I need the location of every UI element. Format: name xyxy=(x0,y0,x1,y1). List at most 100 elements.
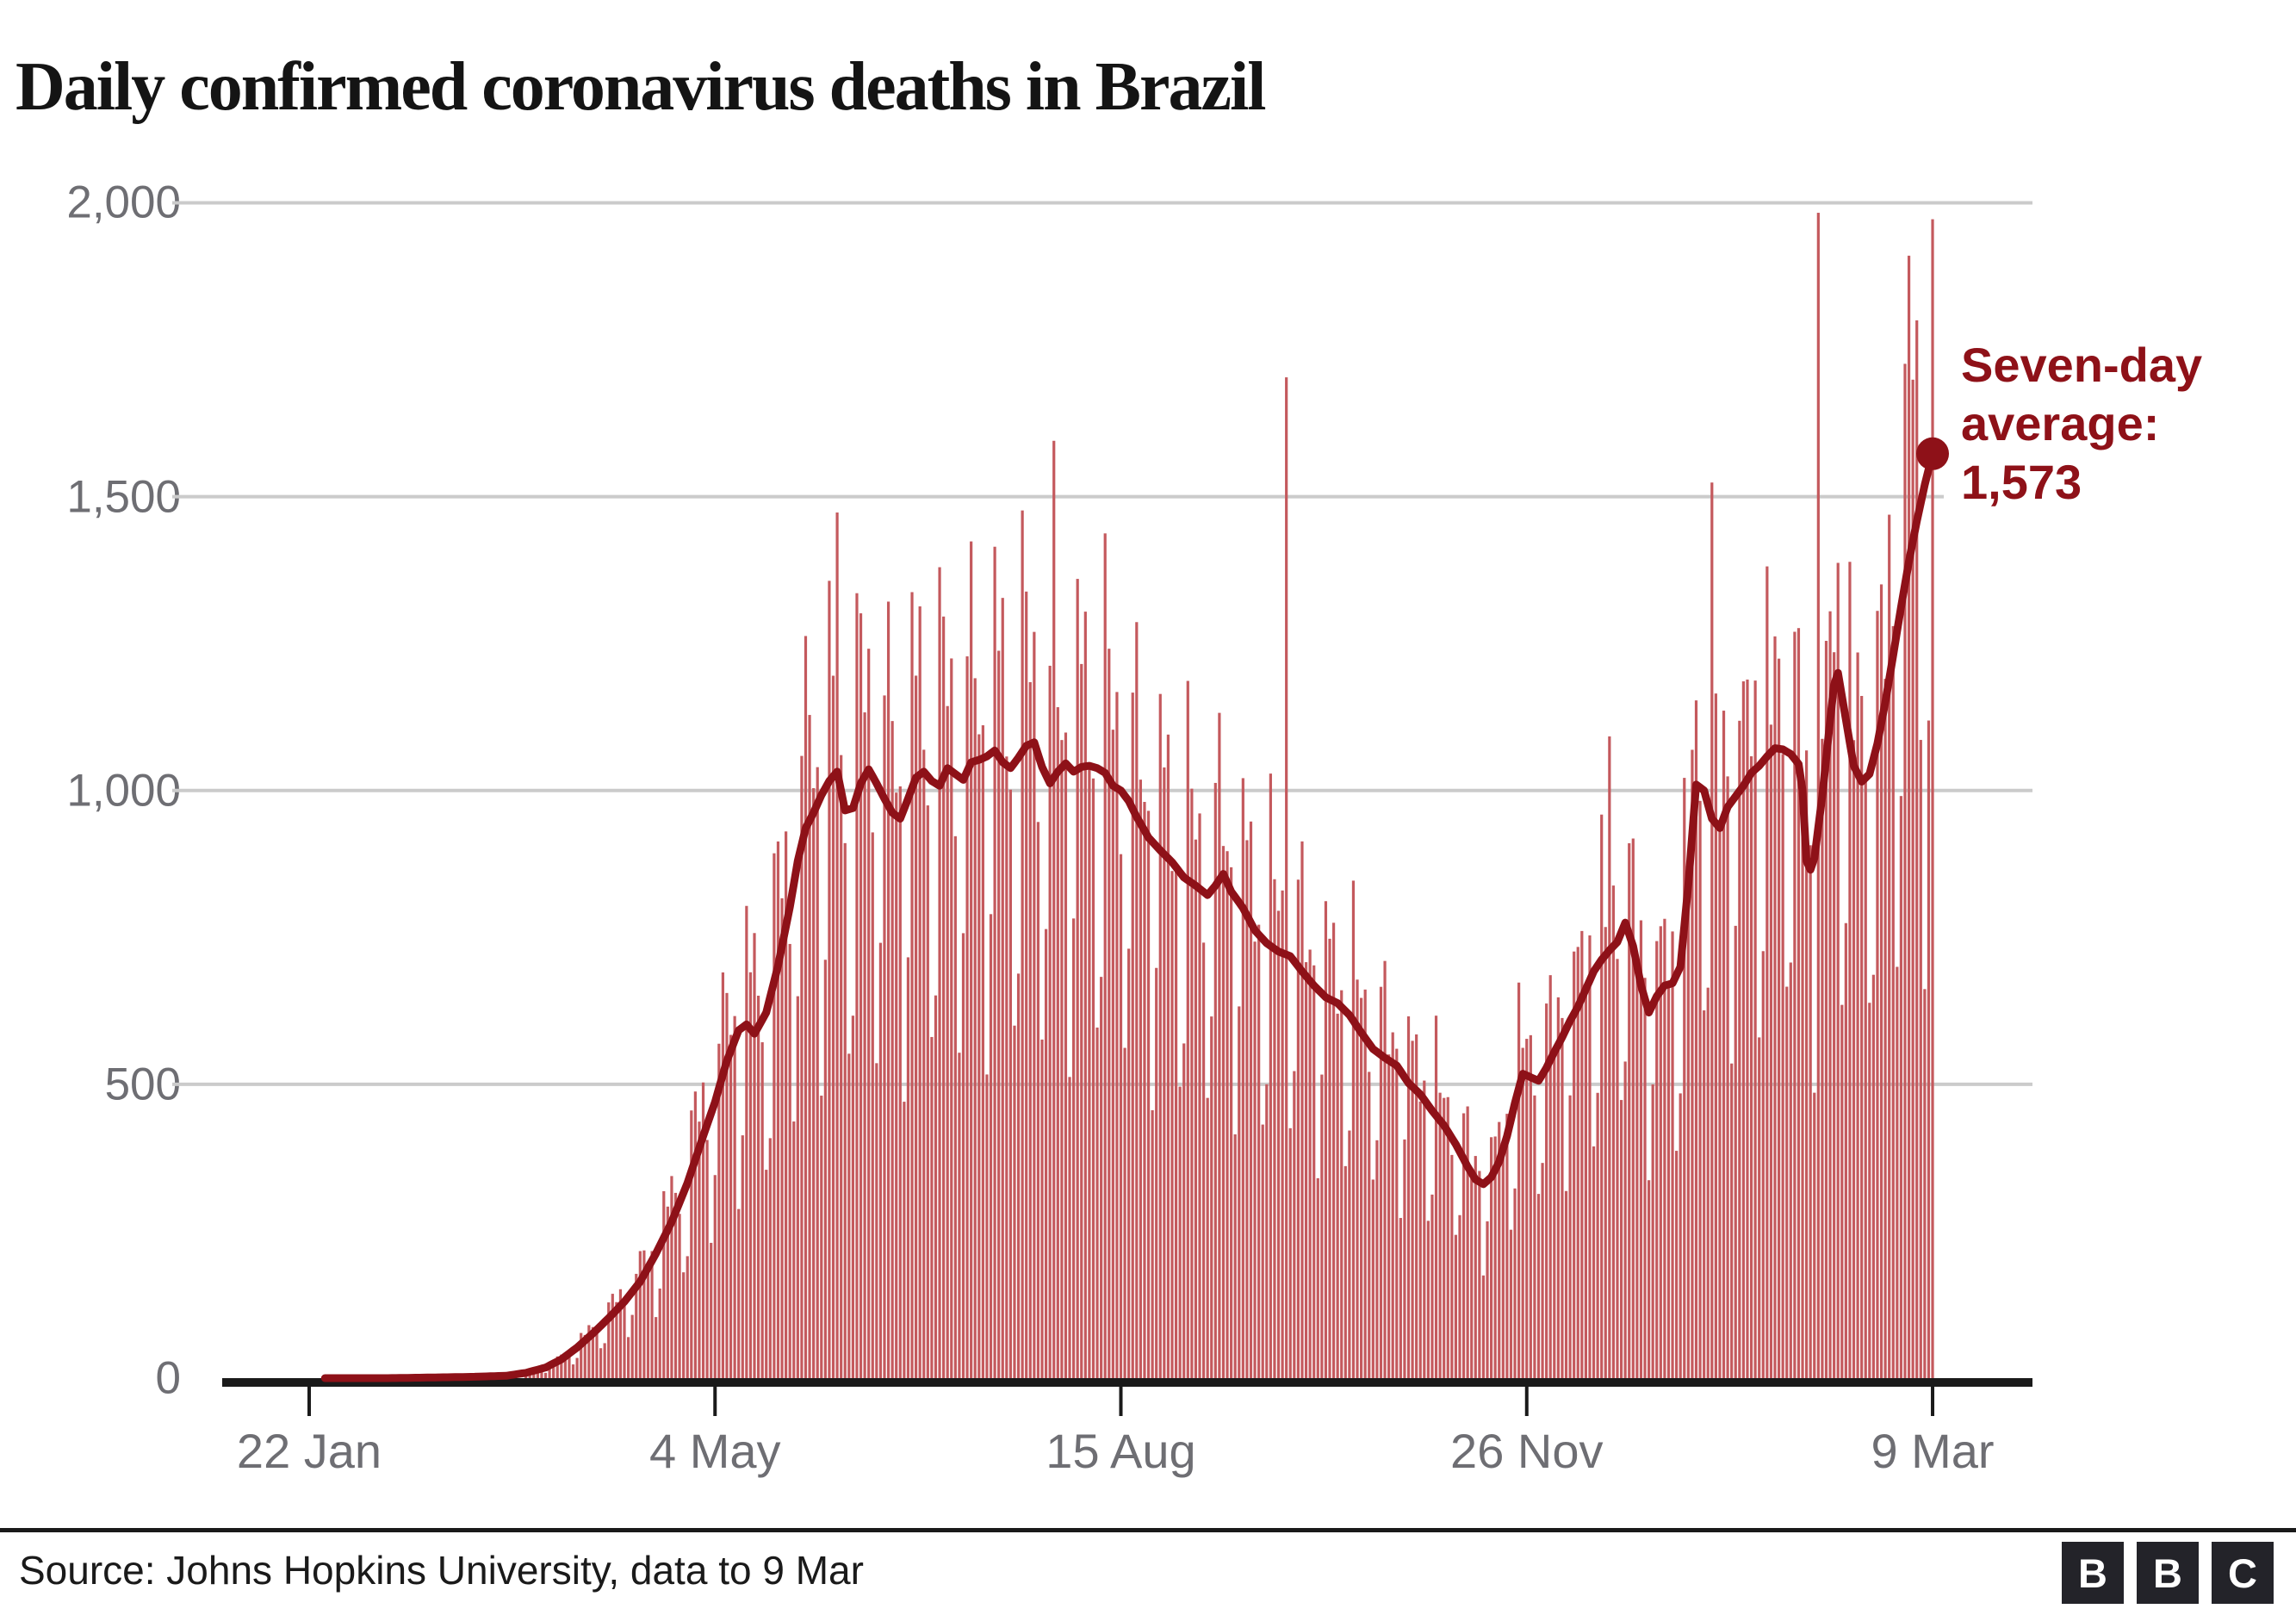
daily-deaths-bar xyxy=(1443,1097,1446,1378)
daily-deaths-bar xyxy=(1911,379,1914,1378)
daily-deaths-bar xyxy=(725,992,729,1378)
daily-deaths-bar xyxy=(555,1356,559,1378)
daily-deaths-bar xyxy=(898,786,902,1378)
x-axis-label-15-Aug: 15 Aug xyxy=(1046,1424,1196,1478)
daily-deaths-bar xyxy=(823,960,827,1378)
daily-deaths-bar xyxy=(1773,636,1777,1378)
daily-deaths-bar xyxy=(690,1110,693,1378)
daily-deaths-bar xyxy=(1478,1171,1481,1378)
daily-deaths-bar xyxy=(1281,890,1284,1378)
daily-deaths-bar xyxy=(934,995,938,1378)
daily-deaths-bar xyxy=(1308,949,1312,1378)
daily-deaths-bar xyxy=(1903,363,1907,1378)
daily-deaths-bar xyxy=(1833,652,1836,1378)
daily-deaths-bar xyxy=(1840,1004,1844,1378)
daily-deaths-bar xyxy=(1714,693,1717,1378)
daily-deaths-bar xyxy=(1454,1234,1458,1378)
daily-deaths-bar xyxy=(1805,750,1809,1378)
daily-deaths-bar xyxy=(792,1121,796,1378)
daily-deaths-bar xyxy=(710,1242,713,1378)
daily-deaths-bar xyxy=(1221,846,1226,1378)
daily-deaths-bar xyxy=(808,715,811,1378)
y-axis-label-1000: 1,000 xyxy=(66,765,181,817)
daily-deaths-bar xyxy=(1269,773,1272,1378)
daily-deaths-bar xyxy=(705,1140,709,1378)
daily-deaths-bar xyxy=(953,835,957,1378)
daily-deaths-bar xyxy=(753,933,756,1378)
daily-deaths-bar xyxy=(1730,1063,1734,1378)
daily-deaths-bar xyxy=(1170,871,1174,1378)
daily-deaths-bar xyxy=(800,755,804,1378)
daily-deaths-bar xyxy=(855,593,859,1378)
daily-deaths-bar xyxy=(1127,948,1131,1378)
daily-deaths-bar xyxy=(1761,951,1765,1378)
daily-deaths-bar xyxy=(1257,924,1261,1378)
daily-deaths-bar xyxy=(831,675,835,1378)
daily-deaths-bar xyxy=(607,1302,611,1378)
daily-deaths-bar xyxy=(1876,611,1879,1378)
daily-deaths-bar xyxy=(977,734,981,1378)
daily-deaths-bar xyxy=(1201,942,1206,1378)
daily-deaths-bar xyxy=(1182,1043,1186,1378)
daily-deaths-bar xyxy=(1375,1140,1379,1378)
daily-deaths-bar xyxy=(1564,1190,1568,1378)
daily-deaths-bar xyxy=(1666,980,1671,1378)
x-axis-label-4-May: 4 May xyxy=(649,1424,781,1478)
daily-deaths-bar xyxy=(1852,740,1856,1378)
daily-deaths-bar xyxy=(867,649,871,1378)
daily-deaths-bar xyxy=(1103,533,1107,1378)
daily-deaths-bar xyxy=(1864,773,1867,1378)
daily-deaths-bar xyxy=(1580,930,1584,1378)
bbc-logo-block-c: C xyxy=(2212,1542,2274,1604)
daily-deaths-bar xyxy=(1391,1032,1394,1378)
daily-deaths-bar xyxy=(733,1016,736,1378)
daily-deaths-bar xyxy=(765,1170,768,1378)
y-axis-label-1500: 1,500 xyxy=(66,471,181,523)
daily-deaths-bar xyxy=(655,1317,658,1378)
daily-deaths-bar xyxy=(1131,693,1134,1378)
daily-deaths-bar xyxy=(1466,1106,1469,1378)
daily-deaths-bar xyxy=(997,650,1001,1378)
daily-deaths-bar xyxy=(1288,1127,1292,1378)
footer-divider xyxy=(0,1528,2296,1532)
daily-deaths-bar xyxy=(875,1063,878,1378)
daily-deaths-bar xyxy=(1556,997,1560,1378)
daily-deaths-bar xyxy=(1896,966,1899,1378)
daily-deaths-bar xyxy=(1600,814,1604,1378)
y-axis-label-0: 0 xyxy=(155,1352,181,1404)
daily-deaths-bar xyxy=(618,1289,623,1378)
daily-deaths-bar xyxy=(1927,720,1931,1378)
page-title: Daily confirmed coronavirus deaths in Br… xyxy=(16,48,1266,125)
daily-deaths-bar xyxy=(1651,1084,1654,1378)
daily-deaths-bar xyxy=(1368,1071,1371,1378)
daily-deaths-bar xyxy=(1907,255,1911,1378)
daily-deaths-bar xyxy=(1186,680,1189,1378)
daily-deaths-bar xyxy=(1088,767,1091,1378)
source-attribution: Source: Johns Hopkins University, data t… xyxy=(19,1548,864,1593)
daily-deaths-bar xyxy=(768,1138,772,1378)
daily-deaths-bar xyxy=(1304,962,1308,1378)
daily-deaths-bar xyxy=(1080,663,1083,1378)
daily-deaths-bar xyxy=(843,842,847,1378)
daily-deaths-bar xyxy=(1438,1092,1442,1378)
daily-deaths-bar xyxy=(993,546,996,1378)
daily-deaths-bar xyxy=(1411,1040,1414,1378)
daily-deaths-bar xyxy=(701,1082,705,1378)
daily-deaths-bar xyxy=(1108,649,1111,1378)
daily-deaths-bar xyxy=(1545,1003,1548,1378)
daily-deaths-bar xyxy=(1734,925,1737,1378)
daily-deaths-bar xyxy=(970,541,973,1378)
daily-deaths-bar xyxy=(922,749,926,1378)
daily-deaths-bar xyxy=(1351,880,1356,1378)
daily-deaths-bar xyxy=(543,1372,548,1378)
daily-deaths-bar xyxy=(1533,1095,1536,1378)
daily-deaths-bar xyxy=(1395,1048,1399,1378)
daily-deaths-bar xyxy=(926,805,929,1378)
daily-deaths-bar xyxy=(1753,680,1757,1378)
daily-deaths-bar xyxy=(1426,1221,1430,1378)
daily-deaths-bar xyxy=(1371,1179,1374,1378)
daily-deaths-bar xyxy=(1312,965,1316,1378)
daily-deaths-bar xyxy=(745,905,748,1378)
daily-deaths-bar xyxy=(1663,918,1666,1378)
daily-deaths-bar xyxy=(670,1176,673,1378)
